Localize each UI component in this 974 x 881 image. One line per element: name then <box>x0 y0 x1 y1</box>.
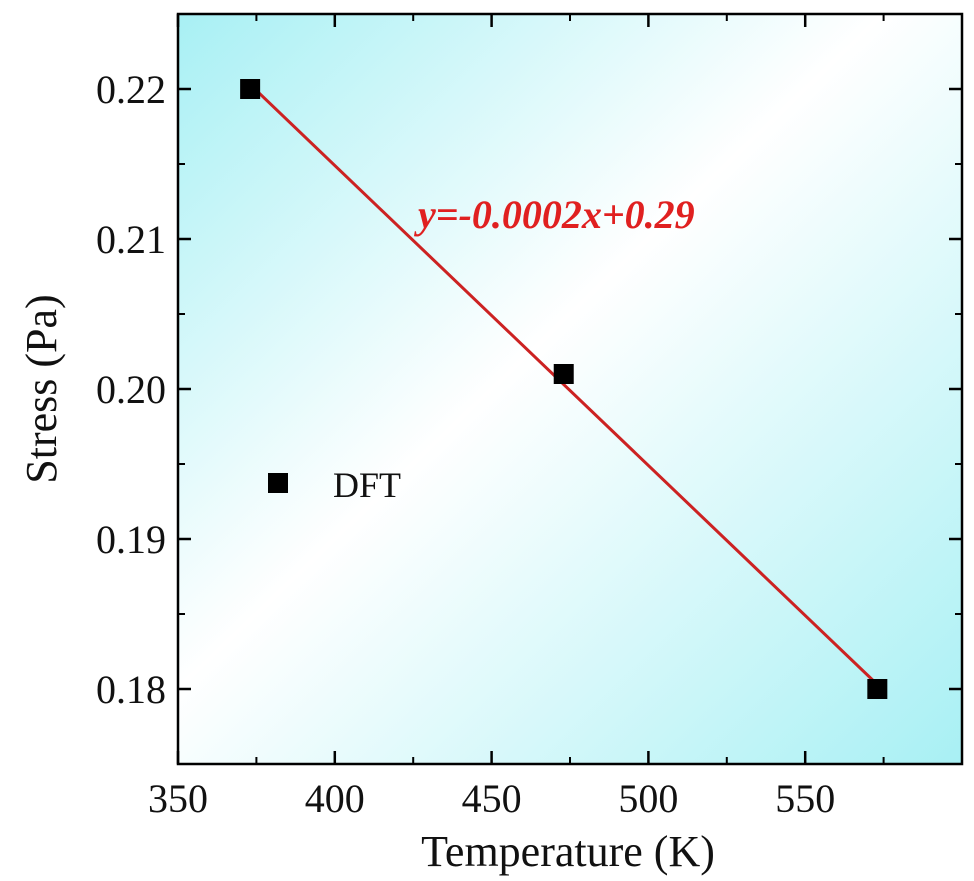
fit-equation-annotation: y=-0.0002x+0.29 <box>414 192 695 237</box>
data-point-373 <box>240 79 261 99</box>
legend: DFT <box>268 465 401 505</box>
plot-frame <box>176 12 964 766</box>
y-tick-label-0.2: 0.20 <box>96 367 166 412</box>
y-axis-title: Stress (Pa) <box>17 294 66 483</box>
x-tick-label-400: 400 <box>305 776 365 821</box>
legend-marker-dft <box>268 473 288 493</box>
fit-line <box>249 83 879 686</box>
y-tick-label-0.21: 0.21 <box>96 217 166 262</box>
x-tick-label-550: 550 <box>775 776 835 821</box>
data-point-573 <box>867 679 888 699</box>
x-tick-label-450: 450 <box>462 776 522 821</box>
data-point-473 <box>553 364 574 384</box>
y-tick-label-0.22: 0.22 <box>96 67 166 112</box>
y-tick-label-0.18: 0.18 <box>96 667 166 712</box>
fit-line-group <box>249 83 879 686</box>
legend-label-dft: DFT <box>333 465 401 505</box>
x-tick-labels: 350 400 450 500 550 <box>148 776 835 821</box>
data-points <box>240 79 888 699</box>
x-tick-label-500: 500 <box>618 776 678 821</box>
x-axis-title: Temperature (K) <box>421 827 715 876</box>
y-tick-label-0.19: 0.19 <box>96 517 166 562</box>
y-tick-labels: 0.18 0.19 0.20 0.21 0.22 <box>96 67 166 712</box>
x-tick-label-350: 350 <box>148 776 208 821</box>
axis-ticks <box>176 13 962 765</box>
